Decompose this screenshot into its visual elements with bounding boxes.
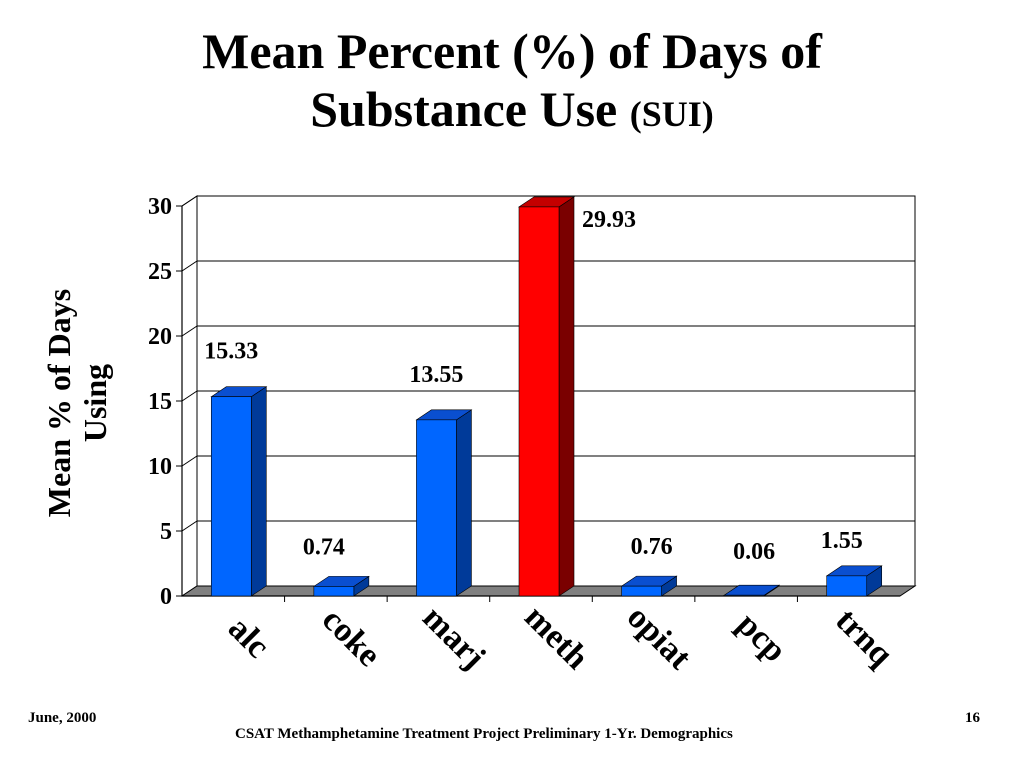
gridline-diagonal bbox=[181, 390, 198, 402]
y-axis-label: Mean % of DaysUsing bbox=[41, 289, 113, 517]
title-line-1: Mean Percent (%) of Days of bbox=[202, 23, 822, 79]
footer-date: June, 2000 bbox=[28, 710, 97, 726]
data-label-meth: 29.93 bbox=[582, 207, 636, 233]
x-tick-label-alc: alc bbox=[221, 610, 277, 666]
y-axis-label-line-1: Mean % of Days bbox=[41, 289, 77, 517]
x-tick-label-marj: marj bbox=[415, 599, 492, 676]
data-label-alc: 15.33 bbox=[204, 339, 258, 365]
title-suffix: (SUI) bbox=[629, 94, 714, 134]
title-main-text: Substance Use bbox=[310, 81, 618, 137]
y-tick-label: 5 bbox=[160, 519, 172, 545]
bar-side-alc bbox=[250, 386, 267, 597]
bar-alc bbox=[210, 396, 252, 597]
bar-trnq bbox=[826, 575, 868, 597]
x-tick-label-opiat: opiat bbox=[620, 598, 699, 677]
title-line-2: Substance Use (SUI) bbox=[0, 80, 1024, 143]
bar-side-marj bbox=[456, 409, 472, 597]
y-tick-label: 15 bbox=[148, 389, 172, 415]
y-tick-label: 20 bbox=[148, 324, 172, 350]
bar-opiat bbox=[621, 585, 662, 597]
x-tick-label-pcp: pcp bbox=[730, 606, 794, 670]
gridline-diagonal bbox=[181, 455, 198, 467]
data-label-trnq: 1.55 bbox=[821, 528, 863, 554]
bar-coke bbox=[313, 586, 355, 597]
footer-caption: CSAT Methamphetamine Treatment Project P… bbox=[235, 726, 733, 742]
bar-pcp bbox=[723, 594, 765, 597]
y-tick-label: 0 bbox=[160, 584, 172, 610]
gridline-diagonal bbox=[181, 325, 198, 337]
data-label-coke: 0.74 bbox=[303, 534, 345, 560]
bar-marj bbox=[416, 419, 457, 597]
gridline-diagonal bbox=[181, 520, 198, 532]
gridline-diagonal bbox=[181, 260, 198, 272]
data-label-pcp: 0.06 bbox=[733, 539, 775, 565]
y-tick-label: 30 bbox=[148, 194, 172, 220]
y-tick-label: 25 bbox=[148, 259, 172, 285]
slide-title: Mean Percent (%) of Days of Substance Us… bbox=[0, 22, 1024, 143]
y-axis-label-line-2: Using bbox=[77, 364, 113, 442]
x-tick-label-coke: coke bbox=[315, 601, 388, 674]
y-tick-label: 10 bbox=[148, 454, 172, 480]
bar-side-meth bbox=[558, 196, 575, 597]
x-tick-label-trnq: trnq bbox=[828, 602, 900, 674]
x-tick-label-meth: meth bbox=[517, 598, 595, 676]
data-label-opiat: 0.76 bbox=[631, 534, 673, 560]
bar-meth bbox=[518, 206, 560, 597]
footer-page-number: 16 bbox=[965, 710, 980, 726]
data-label-marj: 13.55 bbox=[409, 362, 463, 388]
